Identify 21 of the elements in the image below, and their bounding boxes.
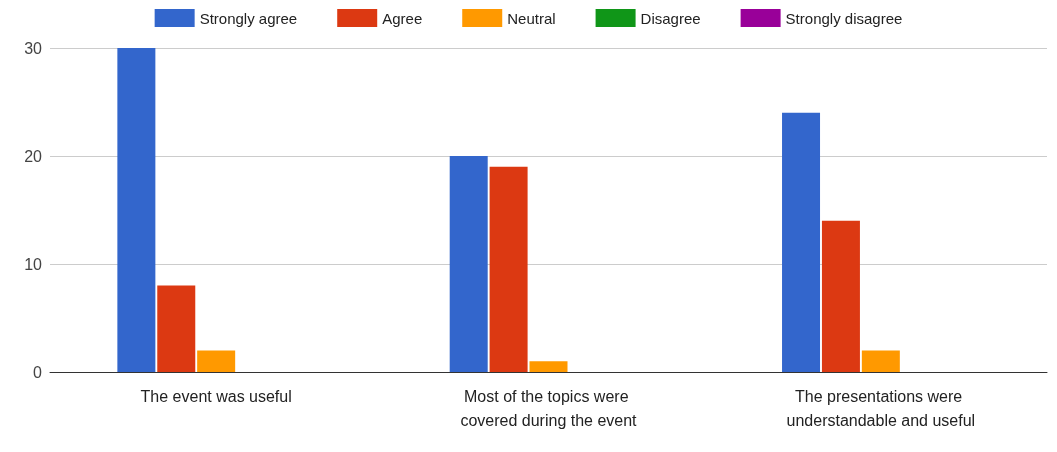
legend-label: Strongly agree — [199, 9, 298, 27]
y-tick-label: 0 — [33, 363, 43, 381]
bar — [861, 350, 900, 372]
legend-label: Disagree — [640, 9, 701, 27]
y-tick-label: 30 — [24, 39, 43, 57]
bar — [449, 156, 488, 372]
bar — [157, 285, 196, 372]
bar — [489, 166, 528, 372]
legend-label: Strongly disagree — [785, 9, 903, 27]
y-tick-label: 20 — [24, 147, 43, 165]
legend-label: Neutral — [507, 9, 556, 27]
x-tick-label: The event was useful — [140, 387, 292, 405]
bar — [117, 48, 156, 372]
legend-label: Agree — [382, 9, 423, 27]
bar — [782, 112, 821, 372]
y-tick-label: 10 — [24, 255, 43, 273]
x-tick-label: Most of the topics were covered during the event — [460, 387, 638, 429]
bar — [821, 220, 860, 372]
bar — [197, 350, 236, 372]
x-tick-label: The presentations were understandable and useful — [786, 387, 976, 429]
bar — [529, 361, 568, 372]
